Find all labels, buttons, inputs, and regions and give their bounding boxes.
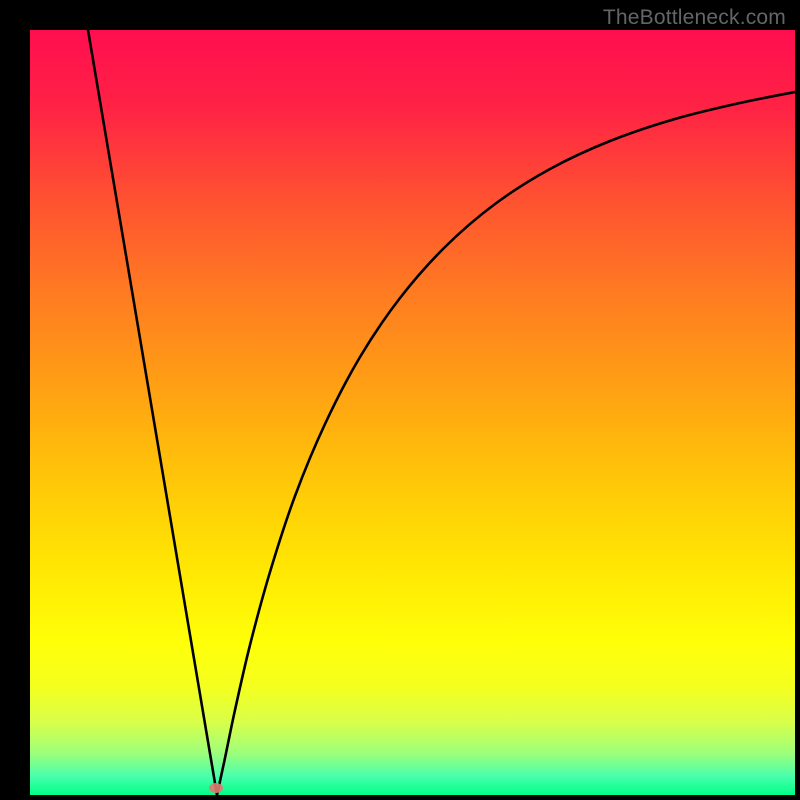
- plot-area: [30, 30, 795, 795]
- gradient-background: [30, 30, 795, 795]
- minimum-marker: [209, 783, 223, 793]
- chart-svg: [30, 30, 795, 795]
- chart-outer-frame: TheBottleneck.com: [0, 0, 800, 800]
- watermark-text: TheBottleneck.com: [603, 6, 786, 30]
